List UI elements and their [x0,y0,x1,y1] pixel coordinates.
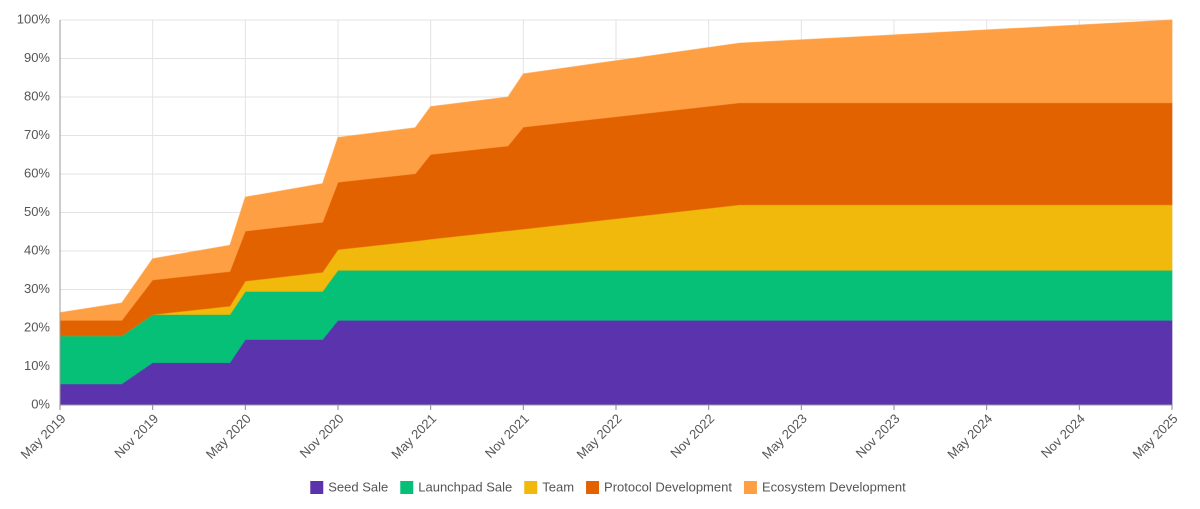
legend-swatch [400,481,414,494]
legend-item[interactable]: Seed Sale [310,479,388,494]
legend-label: Protocol Development [604,479,732,494]
y-tick-label: 70% [24,127,50,142]
legend-item[interactable]: Ecosystem Development [743,479,906,494]
x-tick-label: Nov 2021 [482,411,532,461]
y-tick-label: 80% [24,88,50,103]
y-tick-label: 0% [31,396,50,411]
x-tick-label: May 2025 [1130,411,1181,462]
y-tick-label: 90% [24,50,50,65]
x-tick-label: May 2024 [944,411,995,462]
y-tick-label: 50% [24,204,50,219]
legend-swatch [743,481,757,494]
x-tick-label: Nov 2019 [111,411,161,461]
y-tick-label: 30% [24,281,50,296]
y-tick-label: 20% [24,319,50,334]
x-tick-label: Nov 2024 [1038,411,1088,461]
x-tick-label: May 2020 [203,411,254,462]
y-tick-label: 60% [24,165,50,180]
legend-label: Launchpad Sale [418,479,512,494]
x-tick-label: Nov 2023 [853,411,903,461]
legend-label: Ecosystem Development [762,479,906,494]
legend-item[interactable]: Team [524,479,574,494]
y-tick-label: 10% [24,358,50,373]
legend-swatch [586,481,600,494]
x-tick-label: May 2021 [388,411,439,462]
y-tick-label: 100% [17,11,51,26]
area [59,19,1173,321]
legend-swatch [310,481,324,494]
legend-label: Seed Sale [328,479,388,494]
x-tick-label: Nov 2020 [297,411,347,461]
legend-label: Team [542,479,574,494]
legend: Seed Sale Launchpad Sale Team Protocol Deve… [310,479,906,494]
x-tick-label: Nov 2022 [667,411,717,461]
y-tick-label: 40% [24,242,50,257]
legend-item[interactable]: Protocol Development [586,479,732,494]
x-tick-label: May 2019 [18,411,69,462]
legend-item[interactable]: Launchpad Sale [400,479,512,494]
legend-swatch [524,481,538,494]
x-tick-label: May 2023 [759,411,810,462]
x-tick-label: May 2022 [574,411,625,462]
